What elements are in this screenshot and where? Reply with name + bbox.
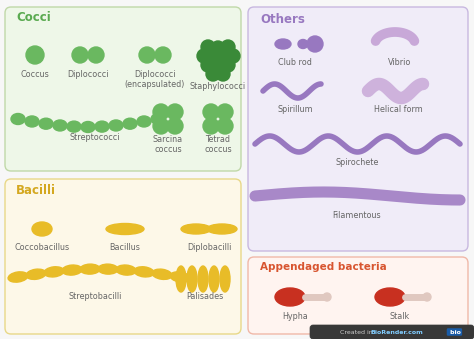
- Ellipse shape: [44, 267, 64, 277]
- Text: Club rod: Club rod: [278, 58, 312, 67]
- Ellipse shape: [53, 120, 67, 131]
- Circle shape: [72, 47, 88, 63]
- Ellipse shape: [170, 272, 190, 282]
- Ellipse shape: [375, 288, 405, 306]
- Text: Stalk: Stalk: [390, 312, 410, 321]
- FancyBboxPatch shape: [5, 7, 241, 171]
- Circle shape: [423, 293, 431, 301]
- Circle shape: [203, 118, 219, 134]
- Circle shape: [216, 67, 230, 81]
- Circle shape: [139, 47, 155, 63]
- Text: Coccus: Coccus: [21, 70, 49, 79]
- Text: Hypha: Hypha: [282, 312, 308, 321]
- Text: Tetrad
coccus: Tetrad coccus: [204, 135, 232, 154]
- Text: Streptobacilli: Streptobacilli: [68, 292, 122, 301]
- Ellipse shape: [198, 266, 208, 292]
- Ellipse shape: [80, 264, 100, 274]
- Text: Palisades: Palisades: [186, 292, 224, 301]
- Ellipse shape: [152, 269, 172, 279]
- Text: Appendaged bacteria: Appendaged bacteria: [260, 262, 387, 272]
- Text: Sarcina
coccus: Sarcina coccus: [153, 135, 183, 154]
- Ellipse shape: [176, 266, 186, 292]
- Ellipse shape: [116, 265, 136, 275]
- Circle shape: [167, 118, 183, 134]
- FancyBboxPatch shape: [248, 257, 468, 334]
- Text: Filamentous: Filamentous: [333, 211, 381, 220]
- Circle shape: [153, 118, 169, 134]
- Ellipse shape: [39, 118, 53, 129]
- Text: Spirillum: Spirillum: [277, 105, 313, 114]
- Text: Staphylococci: Staphylococci: [190, 82, 246, 91]
- Text: Cocci: Cocci: [16, 11, 51, 24]
- Text: Diplobacilli: Diplobacilli: [187, 243, 231, 252]
- Ellipse shape: [137, 116, 151, 127]
- Ellipse shape: [11, 114, 25, 124]
- Circle shape: [226, 49, 240, 63]
- Circle shape: [217, 118, 233, 134]
- Circle shape: [221, 40, 235, 54]
- Ellipse shape: [298, 40, 308, 48]
- Circle shape: [167, 104, 183, 120]
- Circle shape: [211, 59, 225, 73]
- FancyBboxPatch shape: [5, 179, 241, 334]
- Circle shape: [206, 67, 220, 81]
- Ellipse shape: [95, 121, 109, 132]
- Ellipse shape: [67, 121, 81, 132]
- Ellipse shape: [106, 223, 144, 235]
- Text: Others: Others: [260, 13, 305, 26]
- Text: Spirochete: Spirochete: [335, 158, 379, 167]
- Text: BioRender.com: BioRender.com: [370, 330, 423, 335]
- Ellipse shape: [62, 265, 82, 275]
- Text: Streptococci: Streptococci: [70, 133, 120, 142]
- Circle shape: [201, 58, 215, 72]
- Ellipse shape: [181, 224, 211, 234]
- Circle shape: [221, 58, 235, 72]
- Text: bio: bio: [448, 330, 461, 335]
- Text: Vibrio: Vibrio: [388, 58, 412, 67]
- Ellipse shape: [134, 267, 154, 277]
- Text: Created in: Created in: [340, 330, 375, 335]
- Text: Diplococci: Diplococci: [67, 70, 109, 79]
- Text: Coccobacillus: Coccobacillus: [14, 243, 70, 252]
- Ellipse shape: [8, 272, 28, 282]
- Circle shape: [26, 46, 44, 64]
- Ellipse shape: [98, 264, 118, 274]
- Circle shape: [201, 40, 215, 54]
- Ellipse shape: [151, 114, 165, 124]
- Circle shape: [217, 50, 231, 64]
- Ellipse shape: [220, 266, 230, 292]
- Ellipse shape: [25, 116, 39, 127]
- FancyBboxPatch shape: [248, 7, 468, 251]
- Ellipse shape: [32, 222, 52, 236]
- Ellipse shape: [275, 39, 291, 49]
- Circle shape: [197, 49, 211, 63]
- Circle shape: [207, 50, 221, 64]
- Circle shape: [211, 41, 225, 55]
- Circle shape: [203, 104, 219, 120]
- Circle shape: [323, 293, 331, 301]
- Ellipse shape: [109, 120, 123, 131]
- Text: Diplococci
(encapsulated): Diplococci (encapsulated): [125, 70, 185, 89]
- Circle shape: [217, 104, 233, 120]
- Ellipse shape: [123, 118, 137, 129]
- FancyBboxPatch shape: [310, 325, 474, 339]
- Ellipse shape: [207, 224, 237, 234]
- Text: Bacilli: Bacilli: [16, 184, 56, 197]
- Circle shape: [155, 47, 171, 63]
- Circle shape: [307, 36, 323, 52]
- Circle shape: [88, 47, 104, 63]
- Ellipse shape: [275, 288, 305, 306]
- Ellipse shape: [209, 266, 219, 292]
- Ellipse shape: [187, 266, 197, 292]
- Ellipse shape: [81, 121, 95, 133]
- Text: Helical form: Helical form: [374, 105, 422, 114]
- Text: Bacillus: Bacillus: [109, 243, 140, 252]
- Circle shape: [153, 104, 169, 120]
- Ellipse shape: [26, 269, 46, 279]
